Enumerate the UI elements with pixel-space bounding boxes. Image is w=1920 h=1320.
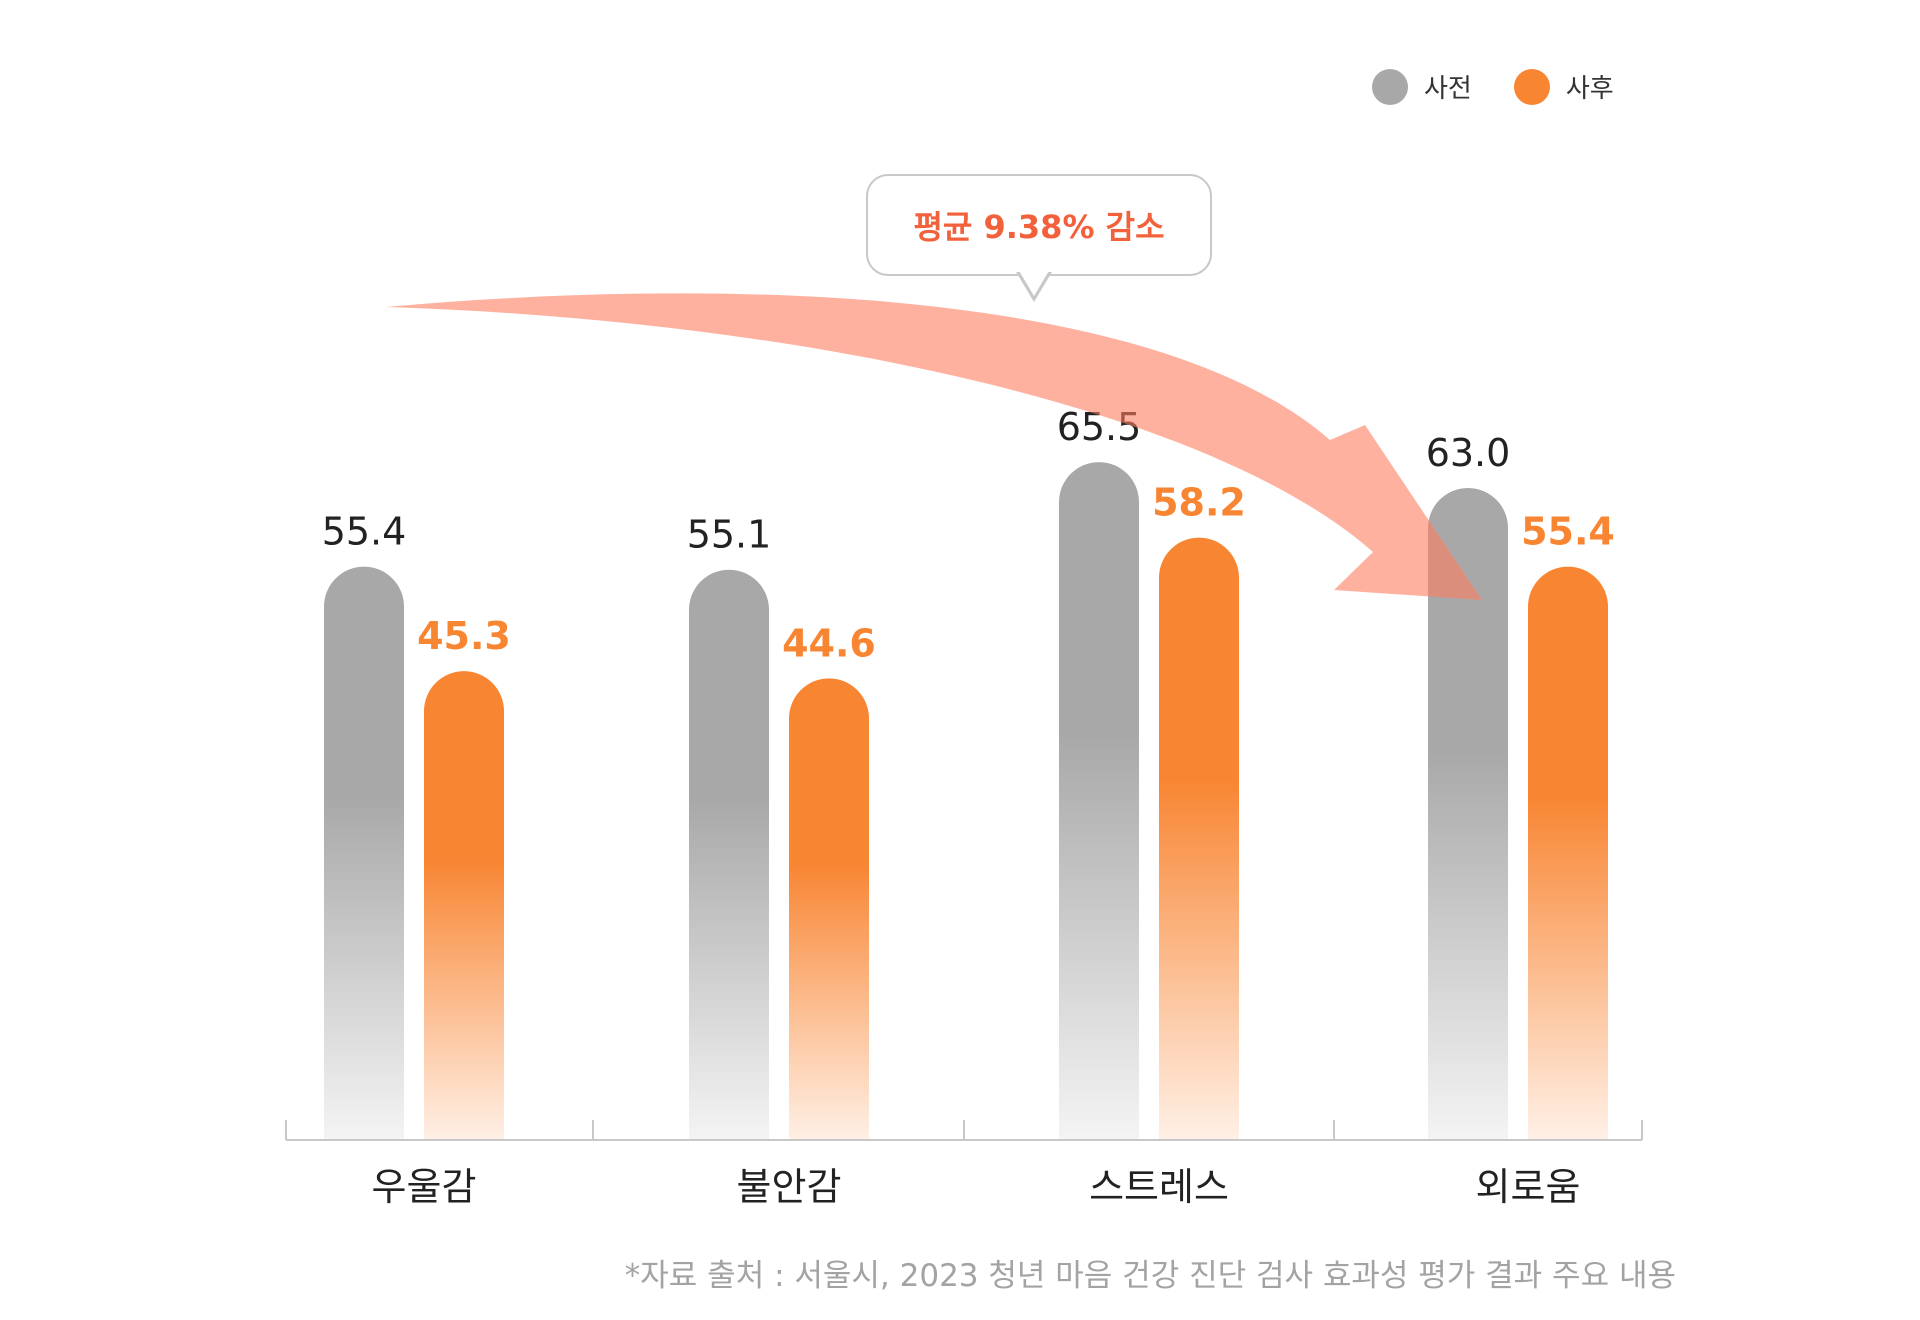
bars-layer bbox=[324, 462, 1608, 1140]
category-label-1: 불안감 bbox=[737, 1165, 842, 1209]
bar-before-0 bbox=[324, 566, 404, 1140]
trend-arrow bbox=[386, 293, 1482, 600]
callout-text: 평균 9.38% 감소 bbox=[913, 208, 1165, 246]
value-label-after-2: 58.2 bbox=[1152, 481, 1246, 525]
labels-layer: 55.445.355.144.665.558.263.055.4 bbox=[322, 405, 1615, 665]
bar-before-2 bbox=[1059, 462, 1139, 1140]
legend-item-before: 사전 bbox=[1372, 68, 1472, 105]
legend-swatch-before bbox=[1372, 68, 1408, 105]
trend-arrow-shape bbox=[386, 293, 1482, 600]
value-label-before-3: 63.0 bbox=[1426, 431, 1511, 475]
bar-after-3 bbox=[1528, 566, 1608, 1140]
bar-before-1 bbox=[689, 569, 769, 1140]
legend-swatch-after bbox=[1513, 68, 1550, 105]
source-footnote: *자료 출처 : 서울시, 2023 청년 마음 건강 진단 검사 효과성 평가… bbox=[624, 1258, 1676, 1294]
bar-before-3 bbox=[1428, 487, 1508, 1140]
category-label-3: 외로움 bbox=[1476, 1165, 1581, 1209]
category-label-2: 스트레스 bbox=[1089, 1165, 1229, 1209]
legend-label-after: 사후 bbox=[1565, 74, 1614, 104]
bar-after-2 bbox=[1159, 537, 1239, 1140]
legend: 사전 사후 bbox=[1372, 68, 1614, 105]
value-label-before-1: 55.1 bbox=[687, 513, 772, 557]
category-label-0: 우울감 bbox=[372, 1165, 477, 1209]
value-label-after-0: 45.3 bbox=[417, 614, 511, 658]
x-axis: 우울감 불안감 스트레스 외로움 bbox=[285, 1120, 1643, 1209]
value-label-after-1: 44.6 bbox=[782, 621, 876, 665]
average-decrease-callout: 평균 9.38% 감소 bbox=[866, 174, 1212, 276]
legend-label-before: 사전 bbox=[1424, 74, 1472, 104]
bar-after-0 bbox=[424, 671, 504, 1140]
value-label-after-3: 55.4 bbox=[1521, 510, 1615, 554]
legend-item-after: 사후 bbox=[1513, 68, 1614, 105]
bar-after-1 bbox=[789, 678, 869, 1140]
value-label-before-0: 55.4 bbox=[322, 510, 407, 554]
